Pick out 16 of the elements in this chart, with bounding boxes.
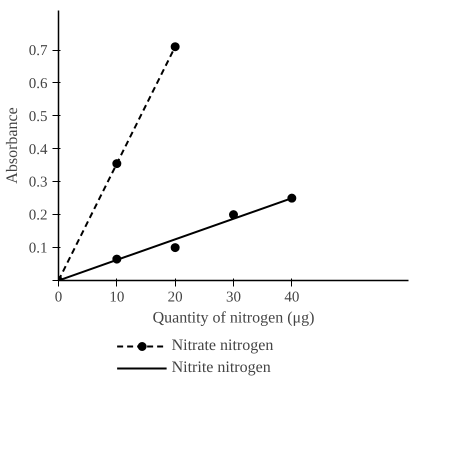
legend-label: Nitrite nitrogen	[172, 358, 271, 376]
y-tick-label: 0.7	[28, 43, 48, 60]
legend-label: Nitrate nitrogen	[172, 336, 274, 354]
x-tick-label: 40	[284, 290, 300, 306]
x-axis-title: Quantity of nitrogen (μg)	[152, 310, 314, 326]
y-tick-label: 0.1	[28, 240, 48, 257]
y-tick-label: 0.3	[28, 174, 48, 191]
x-tick-label: 0	[54, 290, 62, 306]
y-tick-label: 0.5	[28, 108, 48, 125]
y-tick-label: 0.2	[28, 208, 48, 224]
y-tick-label: 0.6	[28, 76, 48, 92]
y-tick-label: 0.4	[28, 142, 48, 158]
x-tick-label: 10	[109, 290, 124, 306]
y-axis-title: Absorbance	[4, 107, 21, 184]
x-tick-label: 20	[168, 290, 183, 306]
x-tick-label: 30	[226, 290, 241, 306]
